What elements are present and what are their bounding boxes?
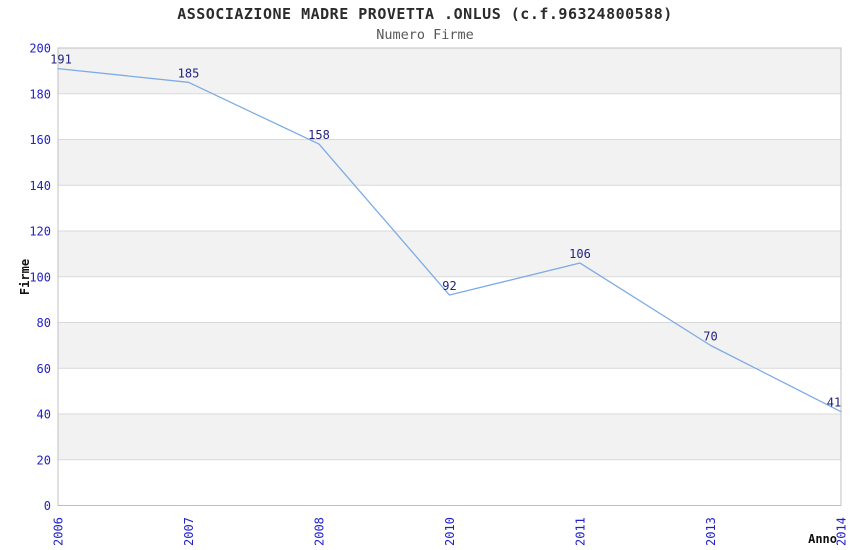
- plot-band: [58, 139, 841, 186]
- point-value-label: 185: [178, 66, 200, 80]
- plot-band: [58, 414, 841, 460]
- plot-band: [58, 48, 841, 94]
- plot-band: [58, 185, 841, 231]
- y-tick-label: 200: [29, 42, 51, 56]
- x-tick-label: 2013: [704, 517, 718, 546]
- x-axis-tick-labels: 2006 2007 2008 2010 2011 2013 2014: [52, 517, 849, 546]
- plot-band: [58, 93, 841, 140]
- plot-band: [58, 276, 841, 323]
- plot-band: [58, 459, 841, 506]
- y-tick-label: 160: [29, 133, 51, 147]
- y-axis-tick-labels: 0 20 40 60 80 100 120 140 160 180 200: [29, 42, 51, 514]
- plot-bands: [58, 48, 841, 506]
- grid-lines: [58, 93, 841, 461]
- plot-band: [58, 368, 841, 414]
- chart-subtitle: Numero Firme: [376, 27, 474, 43]
- point-value-label: 191: [50, 53, 72, 67]
- x-axis-title: Anno: [808, 532, 837, 546]
- point-value-label: 70: [703, 329, 717, 343]
- point-labels: 191 185 158 92 106 70 41: [50, 53, 841, 410]
- y-tick-label: 60: [37, 362, 51, 376]
- plot-border: [57, 47, 842, 506]
- point-value-label: 92: [442, 279, 456, 293]
- x-tick-label: 2006: [52, 517, 66, 546]
- y-tick-label: 40: [37, 408, 51, 422]
- y-tick-label: 0: [44, 499, 51, 513]
- x-tick-label: 2010: [443, 517, 457, 546]
- point-value-label: 106: [569, 247, 591, 261]
- chart-title: ASSOCIAZIONE MADRE PROVETTA .ONLUS (c.f.…: [177, 5, 673, 23]
- y-tick-label: 120: [29, 225, 51, 239]
- x-tick-label: 2008: [313, 517, 327, 546]
- x-tick-label: 2014: [835, 517, 849, 546]
- y-tick-label: 80: [37, 316, 51, 330]
- y-axis-title: Firme: [18, 259, 32, 295]
- y-tick-label: 140: [29, 179, 51, 193]
- plot-band: [58, 322, 841, 369]
- plot-band: [58, 231, 841, 277]
- y-tick-label: 180: [29, 87, 51, 101]
- y-tick-label: 20: [37, 453, 51, 467]
- series-line: [57, 67, 842, 413]
- point-value-label: 41: [827, 396, 841, 410]
- x-tick-label: 2007: [182, 517, 196, 546]
- y-tick-label: 100: [29, 270, 51, 284]
- point-value-label: 158: [308, 128, 330, 142]
- x-tick-label: 2011: [574, 517, 588, 546]
